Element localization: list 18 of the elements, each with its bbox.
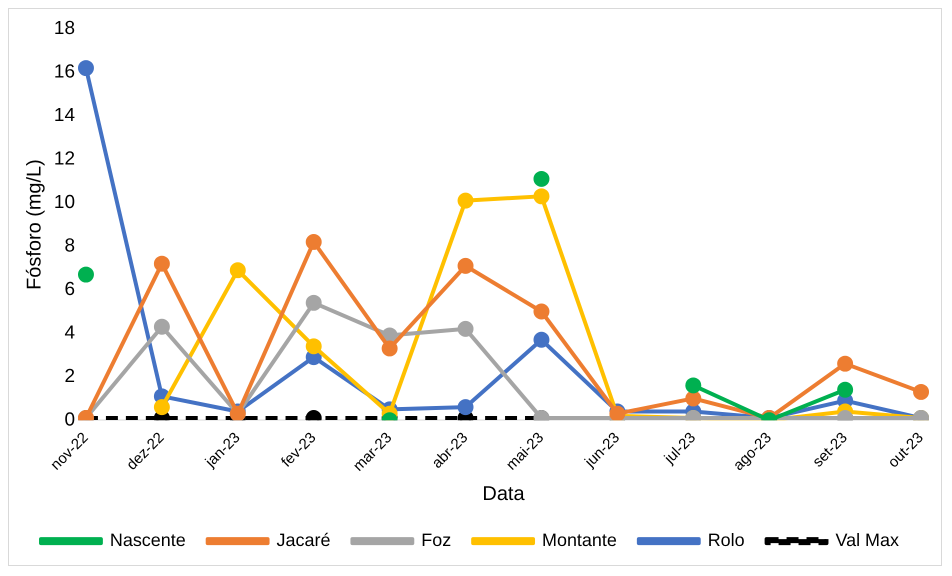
y-tick-label: 12: [54, 148, 75, 170]
legend-label: Rolo: [708, 530, 745, 550]
legend-label: Jacaré: [276, 530, 330, 550]
y-tick-label: 10: [54, 192, 75, 214]
y-tick-label: 16: [54, 62, 75, 83]
y-tick-label: 0: [64, 409, 75, 430]
y-tick-label: 8: [64, 236, 75, 257]
y-tick-label: 18: [54, 18, 75, 40]
y-tick-label: 2: [64, 366, 75, 387]
x-axis-title: Data: [482, 482, 526, 505]
legend-label: Foz: [421, 530, 452, 550]
y-tick-label: 6: [64, 279, 75, 300]
legend-label: Montante: [542, 530, 617, 550]
y-tick-label: 14: [54, 105, 75, 126]
legend-label: Nascente: [110, 530, 186, 550]
y-tick-label: 4: [64, 322, 75, 344]
legend-label: Val Max: [835, 530, 899, 550]
y-axis-title: Fósforo (mg/L): [23, 159, 46, 290]
